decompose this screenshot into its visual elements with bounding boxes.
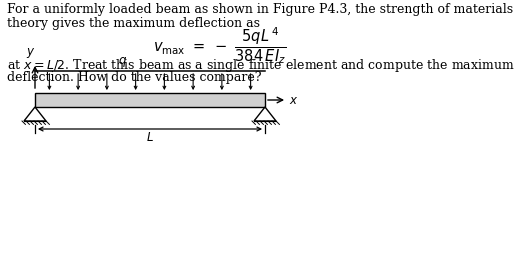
- Text: $L$: $L$: [146, 131, 154, 144]
- Text: theory gives the maximum deflection as: theory gives the maximum deflection as: [7, 17, 260, 30]
- Text: at $x = L/2$. Treat this beam as a single finite element and compute the maximum: at $x = L/2$. Treat this beam as a singl…: [7, 57, 515, 74]
- Text: $q$: $q$: [118, 55, 127, 69]
- Text: $v_{\mathrm{max}}\ =\ -\ \dfrac{5qL^{\,4}}{384\,EI_z}$: $v_{\mathrm{max}}\ =\ -\ \dfrac{5qL^{\,4…: [153, 25, 287, 66]
- Bar: [35, 93, 265, 107]
- Text: $x$: $x$: [289, 93, 298, 106]
- Text: For a uniformly loaded beam as shown in Figure P4.3, the strength of materials: For a uniformly loaded beam as shown in …: [7, 3, 513, 16]
- Text: $y$: $y$: [26, 46, 35, 60]
- Text: deflection. How do the values compare?: deflection. How do the values compare?: [7, 71, 261, 84]
